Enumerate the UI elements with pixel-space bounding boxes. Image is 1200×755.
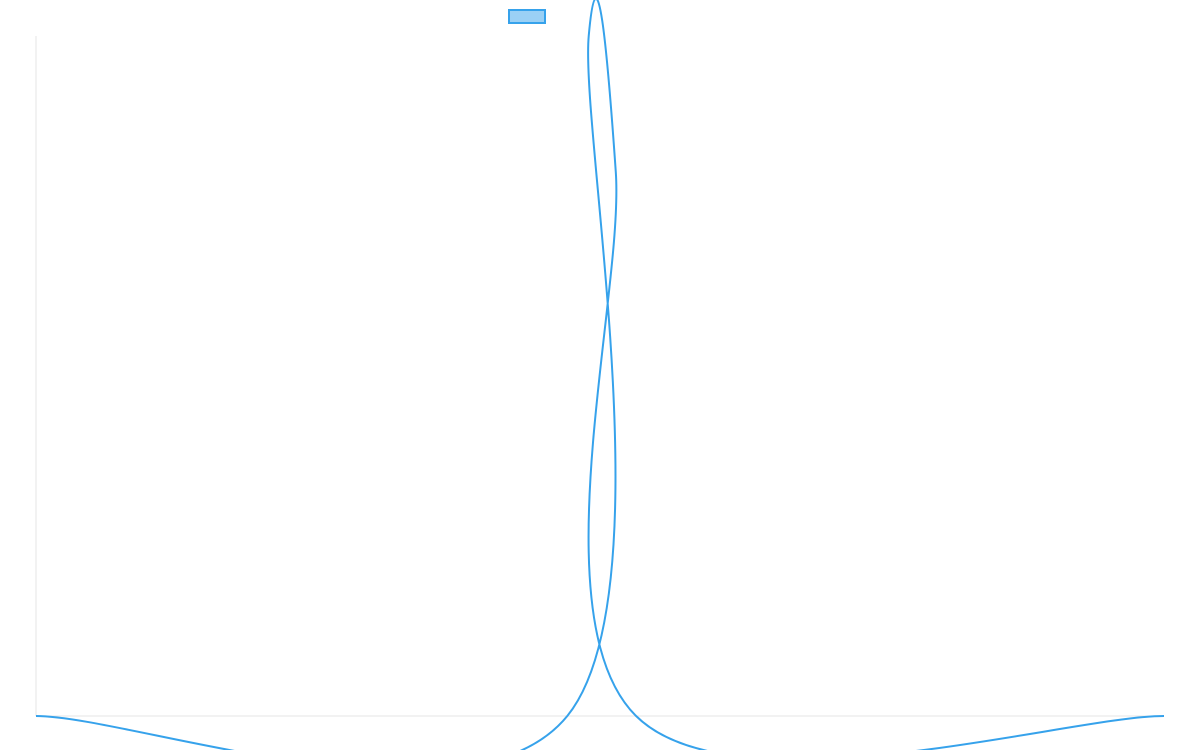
series-line-0[interactable] (35, 0, 1165, 755)
axes (35, 36, 1164, 717)
series-layer (35, 0, 1165, 755)
legend[interactable] (508, 9, 552, 24)
legend-swatch (508, 9, 546, 24)
